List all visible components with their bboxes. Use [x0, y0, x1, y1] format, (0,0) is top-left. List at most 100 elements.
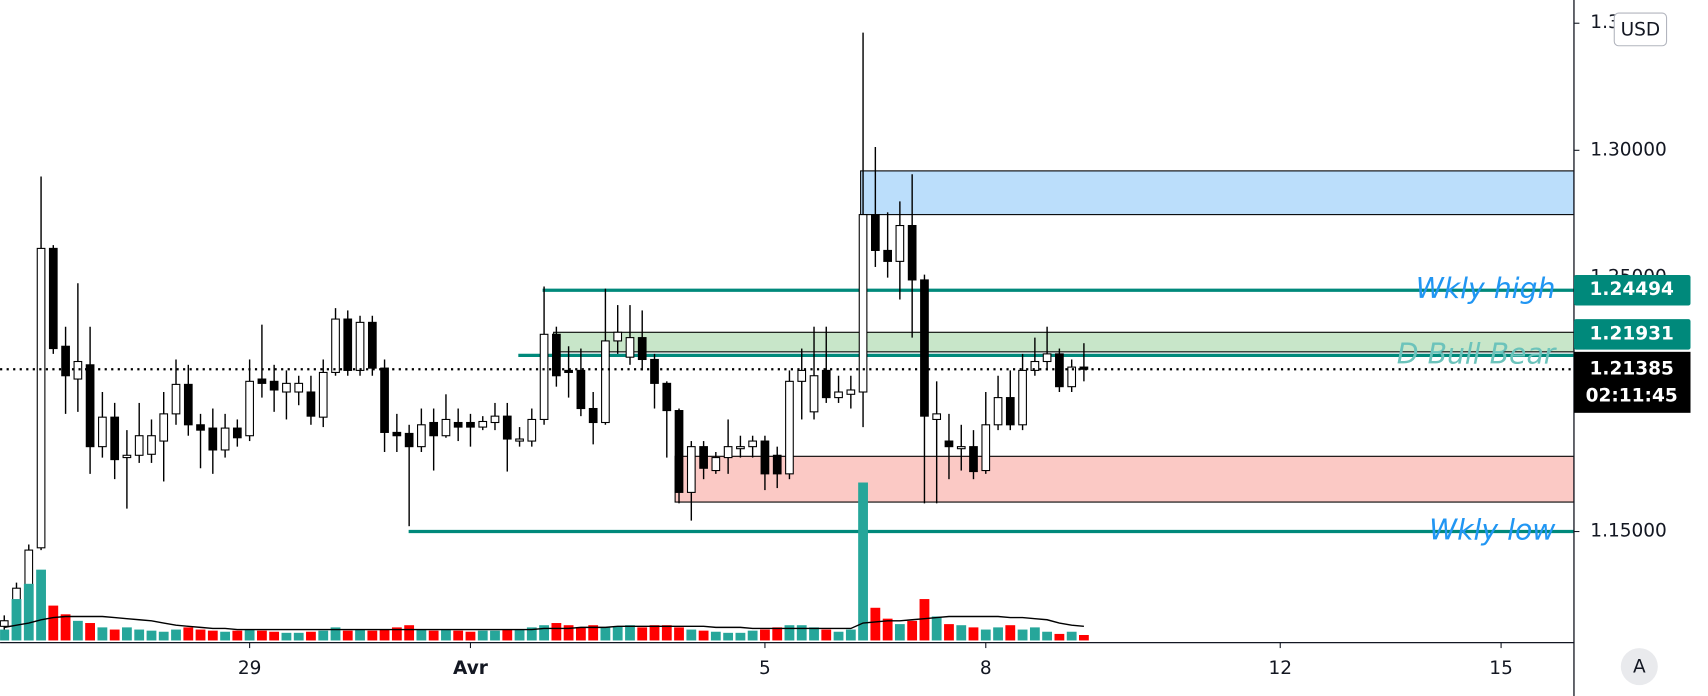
candle-body: [772, 454, 782, 475]
volume-bar: [404, 625, 415, 641]
volume-bar: [784, 625, 795, 641]
volume-bar: [833, 631, 844, 641]
candle-body: [809, 375, 819, 413]
level-price-badge: [1573, 274, 1691, 306]
volume-bar: [809, 627, 819, 641]
volume-bar: [563, 625, 574, 641]
volume-bar: [821, 629, 832, 641]
candle-body: [367, 321, 377, 369]
candle-body: [699, 446, 708, 469]
candle-body: [821, 369, 831, 399]
candle-body: [785, 380, 794, 475]
auto-scale-label: A: [1633, 657, 1646, 678]
candle-body: [331, 318, 340, 373]
candle-body: [245, 380, 254, 437]
volume-bar: [1005, 625, 1016, 641]
volume-bar: [11, 599, 22, 641]
candle-body: [0, 620, 9, 627]
volume-bar: [944, 624, 954, 641]
candle-body: [61, 345, 70, 377]
volume-bar: [306, 631, 316, 641]
volume-bar: [661, 625, 672, 641]
candle-body: [932, 413, 942, 421]
candle-body: [527, 418, 537, 442]
candle-body: [650, 358, 659, 384]
volume-bar: [72, 620, 83, 641]
volume-bar: [649, 625, 660, 641]
candle-body: [196, 424, 205, 431]
volume-bar: [723, 632, 734, 641]
volume-bar: [612, 626, 623, 641]
volume-bar: [453, 630, 464, 641]
candle-body: [392, 431, 402, 437]
volume-bar: [416, 629, 427, 641]
candle-body: [736, 446, 745, 450]
candle-body: [380, 367, 389, 433]
candle-body: [576, 369, 586, 410]
candle-body: [282, 382, 291, 393]
volume-bar: [637, 627, 648, 641]
candle-body: [760, 440, 770, 475]
volume-bar: [686, 629, 697, 641]
volume-bar: [109, 629, 120, 641]
volume-bar: [97, 627, 108, 641]
volume-bar: [1066, 631, 1077, 641]
volume-bar: [355, 629, 365, 641]
volume-bar: [1054, 633, 1065, 641]
x-tick-label: Avr: [453, 658, 489, 679]
candle-body: [441, 418, 451, 437]
volume-bar: [845, 629, 856, 641]
candle-body: [478, 420, 488, 428]
candle-body: [98, 416, 107, 448]
volume-bar: [477, 630, 488, 641]
volume-bar: [146, 630, 157, 641]
volume-bar: [207, 630, 218, 641]
volume-bar: [870, 607, 881, 641]
candle-body: [110, 416, 120, 461]
volume-bar: [600, 627, 611, 641]
candle-body: [36, 247, 46, 549]
candle-body: [24, 549, 34, 589]
candle-body: [220, 427, 230, 451]
volume-bar: [220, 631, 231, 641]
volume-bar: [134, 629, 145, 641]
volume-bar: [465, 631, 476, 641]
volume-bar: [428, 630, 439, 641]
candle-body: [601, 340, 610, 424]
candle-body: [306, 391, 316, 417]
candle-body: [625, 337, 635, 358]
candle-body: [539, 333, 549, 421]
candle-body: [674, 410, 684, 493]
level-annotation: Wkly high: [1416, 272, 1556, 305]
countdown-label: 02:11:45: [1586, 385, 1678, 406]
volume-bar: [367, 630, 378, 641]
volume-bar: [698, 630, 709, 641]
candle-body: [417, 424, 426, 448]
volume-bar: [330, 627, 341, 641]
auto-scale-circle: [1620, 648, 1658, 686]
x-tick-label: 29: [238, 658, 262, 679]
candle-body: [48, 247, 58, 350]
volume-bar: [441, 629, 451, 641]
candle-body: [85, 364, 95, 448]
candle-body: [502, 415, 512, 440]
currency-label: USD: [1621, 19, 1661, 40]
candle-body: [723, 446, 733, 459]
volume-bar: [293, 632, 304, 641]
level-annotation: Wkly low: [1429, 514, 1556, 547]
volume-bar: [36, 569, 46, 641]
level-price-label: 1.24494: [1590, 279, 1674, 300]
volume-bar: [195, 629, 206, 641]
volume-bar: [747, 630, 758, 641]
x-tick-label: 15: [1489, 658, 1513, 679]
candle-body: [490, 415, 500, 424]
volume-bar: [674, 627, 684, 641]
volume-ma: [4, 615, 1084, 631]
x-tick-label: 5: [759, 658, 771, 679]
auto-scale-button[interactable]: A: [1620, 648, 1658, 686]
volume-bar: [980, 629, 991, 641]
candle-body: [294, 382, 304, 393]
candle-body: [404, 432, 414, 448]
